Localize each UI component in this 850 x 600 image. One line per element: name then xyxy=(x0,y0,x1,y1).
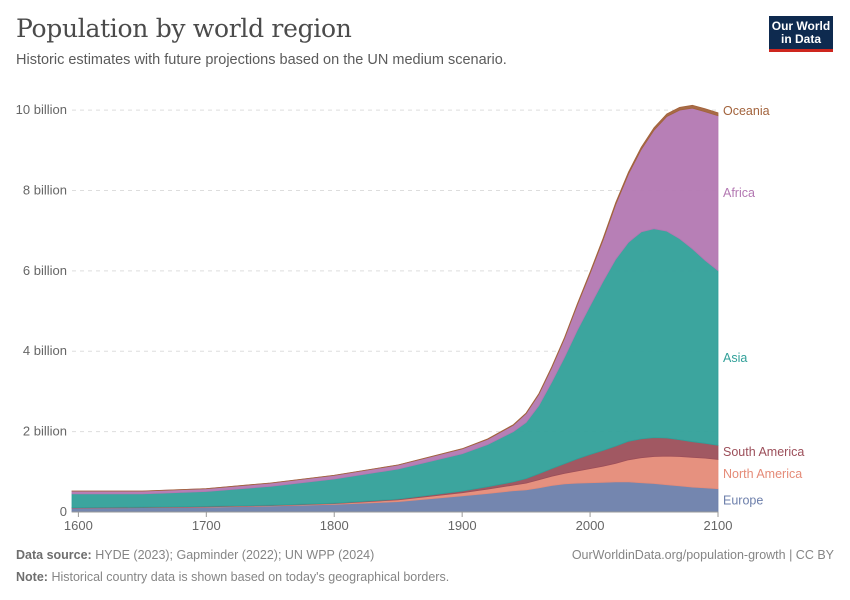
series-end-labels: Europe North America South America Asia Afri… xyxy=(723,104,804,508)
logo-line-1: Our World xyxy=(771,19,831,33)
chart-area: 0 2 billion 4 billion 6 billion 8 billion 10 … xyxy=(16,102,805,533)
axes: 0 2 billion 4 billion 6 billion 8 billion 10 … xyxy=(16,102,733,533)
data-source-label: Data source: xyxy=(16,548,92,562)
area-oceania[interactable] xyxy=(71,104,719,492)
chart-title: Population by world region xyxy=(16,14,352,43)
y-tick-label: 6 billion xyxy=(23,263,67,278)
x-tick-label: 2100 xyxy=(704,518,733,533)
label-south-america: South America xyxy=(723,445,804,459)
x-tick-label: 1800 xyxy=(320,518,349,533)
chart-subtitle: Historic estimates with future projectio… xyxy=(16,52,507,68)
note-label: Note: xyxy=(16,570,48,584)
y-tick-label: 10 billion xyxy=(16,102,67,117)
owid-logo[interactable]: Our World in Data xyxy=(769,16,833,52)
label-europe: Europe xyxy=(723,493,763,507)
data-source: Data source: HYDE (2023); Gapminder (202… xyxy=(16,548,374,562)
x-tick-label: 1600 xyxy=(64,518,93,533)
data-source-text: HYDE (2023); Gapminder (2022); UN WPP (2… xyxy=(95,548,375,562)
credit-link[interactable]: OurWorldinData.org/population-growth | C… xyxy=(571,548,834,562)
x-tick-label: 2000 xyxy=(576,518,605,533)
x-tick-label: 1900 xyxy=(448,518,477,533)
logo-line-2: in Data xyxy=(780,32,821,46)
y-tick-label: 0 xyxy=(60,504,67,519)
label-asia: Asia xyxy=(723,351,747,365)
chart-note: Note: Historical country data is shown b… xyxy=(16,570,449,584)
stacked-areas xyxy=(71,104,719,513)
y-tick-label: 4 billion xyxy=(23,343,67,358)
note-text: Historical country data is shown based o… xyxy=(51,570,450,584)
label-oceania: Oceania xyxy=(723,104,770,118)
y-tick-label: 2 billion xyxy=(23,424,67,439)
label-north-america: North America xyxy=(723,467,802,481)
x-tick-label: 1700 xyxy=(192,518,221,533)
y-tick-label: 8 billion xyxy=(23,182,67,197)
label-africa: Africa xyxy=(723,186,755,200)
